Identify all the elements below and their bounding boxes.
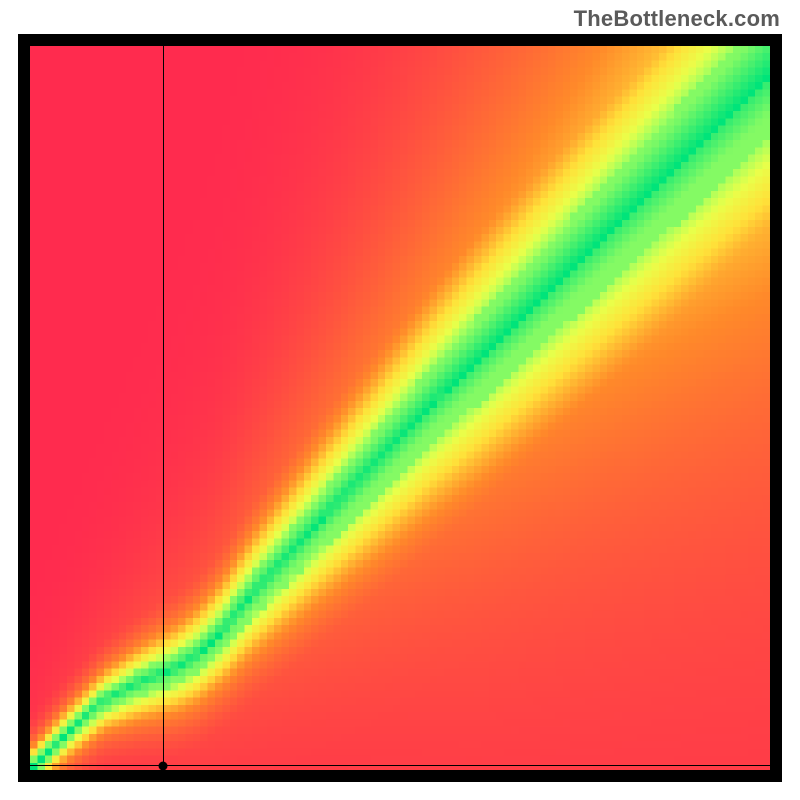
watermark-text: TheBottleneck.com	[574, 6, 780, 32]
chart-container: { "watermark": { "text": "TheBottleneck.…	[0, 0, 800, 800]
crosshair-vertical	[163, 46, 164, 770]
frame-border-right	[770, 34, 782, 782]
plot-frame	[18, 34, 782, 782]
crosshair-horizontal	[30, 765, 770, 766]
heatmap-canvas	[30, 46, 770, 770]
frame-border-bottom	[18, 770, 782, 782]
frame-border-left	[18, 34, 30, 782]
frame-border-top	[18, 34, 782, 46]
crosshair-marker	[159, 761, 168, 770]
